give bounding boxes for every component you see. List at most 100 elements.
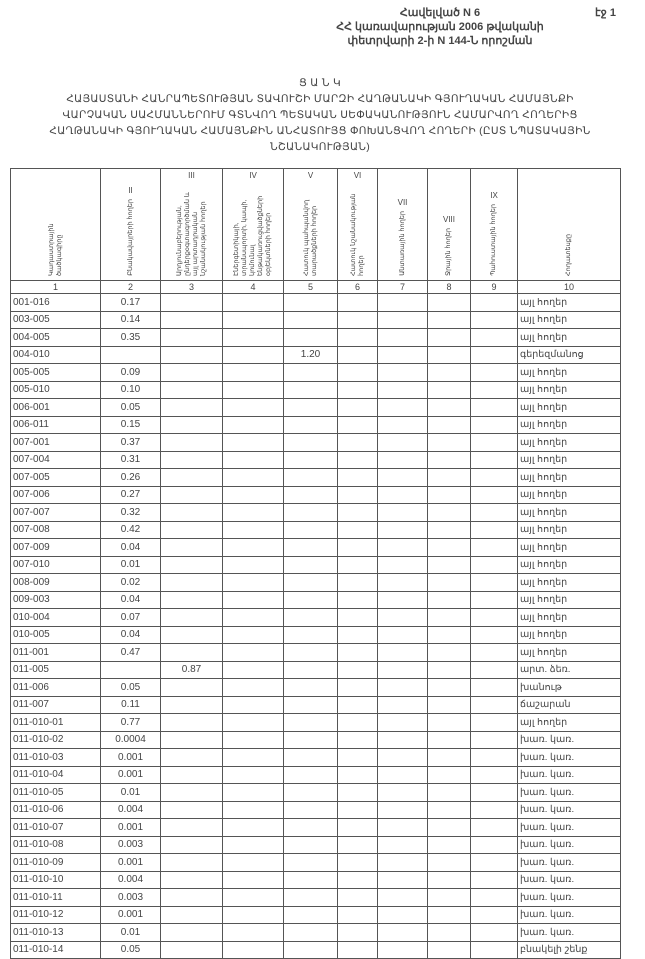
land-type: խառ. կառ. [517, 730, 621, 749]
empty-cell [337, 905, 378, 924]
cadastral-code: 007-001 [10, 433, 101, 452]
settlement-area: 0.35 [100, 328, 161, 347]
protected-area [283, 765, 338, 784]
industrial-area: 0.87 [160, 660, 223, 679]
industrial-area [160, 328, 223, 347]
empty-cell [222, 433, 284, 452]
empty-cell [427, 363, 471, 382]
empty-cell [427, 415, 471, 434]
empty-cell [377, 433, 428, 452]
empty-cell [337, 345, 378, 364]
industrial-area [160, 398, 223, 417]
land-type: այլ հողեր [517, 398, 621, 417]
empty-cell [337, 398, 378, 417]
empty-cell [470, 853, 518, 872]
empty-cell [377, 363, 428, 382]
column-label: Անտառային հողեր [398, 211, 406, 276]
table-row: 011-010-02 0.0004 խառ. կառ. [10, 730, 621, 749]
column-header: Հողատեսքը [517, 168, 621, 281]
column-roman: II [128, 186, 133, 196]
empty-cell [377, 608, 428, 627]
table-row: 004-010 1.20 գերեզմանոց [10, 345, 621, 364]
cadastral-code: 004-005 [10, 328, 101, 347]
empty-cell [377, 590, 428, 609]
table-row: 011-010-11 0.003 խառ. կառ. [10, 888, 621, 907]
empty-cell [222, 783, 284, 802]
empty-cell [222, 730, 284, 749]
settlement-area: 0.004 [100, 870, 161, 889]
cadastral-code: 010-005 [10, 625, 101, 644]
column-roman: IV [249, 171, 257, 180]
empty-cell [377, 573, 428, 592]
settlement-area: 0.05 [100, 678, 161, 697]
empty-cell [337, 450, 378, 469]
protected-area [283, 905, 338, 924]
cadastral-code: 007-007 [10, 503, 101, 522]
empty-cell [377, 398, 428, 417]
land-type: այլ հողեր [517, 293, 621, 312]
settlement-area: 0.05 [100, 940, 161, 959]
empty-cell [427, 888, 471, 907]
empty-cell [470, 608, 518, 627]
settlement-area: 0.001 [100, 748, 161, 767]
cadastral-code: 011-010-06 [10, 800, 101, 819]
table-row: 011-010-13 0.01 խառ. կառ. [10, 923, 621, 942]
cadastral-code: 010-004 [10, 608, 101, 627]
cadastral-code: 011-010-14 [10, 940, 101, 959]
empty-cell [470, 520, 518, 539]
industrial-area [160, 608, 223, 627]
empty-cell [337, 380, 378, 399]
empty-cell [222, 398, 284, 417]
empty-cell [470, 398, 518, 417]
protected-area [283, 835, 338, 854]
land-type: այլ հողեր [517, 415, 621, 434]
settlement-area: 0.17 [100, 293, 161, 312]
industrial-area [160, 555, 223, 574]
land-type: գերեզմանոց [517, 345, 621, 364]
settlement-area: 0.14 [100, 310, 161, 329]
column-number: 8 [427, 280, 471, 294]
empty-cell [222, 765, 284, 784]
column-label: Ջրային հողեր [445, 228, 452, 276]
empty-cell [470, 783, 518, 802]
empty-cell [337, 608, 378, 627]
protected-area [283, 748, 338, 767]
industrial-area [160, 905, 223, 924]
empty-cell [427, 485, 471, 504]
protected-area [283, 730, 338, 749]
empty-cell [470, 660, 518, 679]
empty-cell [222, 310, 284, 329]
column-header: V Հատուկ պահպանվող տարածքների հողեր [283, 168, 338, 281]
empty-cell [470, 450, 518, 469]
empty-cell [427, 713, 471, 732]
cadastral-code: 011-010-03 [10, 748, 101, 767]
empty-cell [337, 678, 378, 697]
empty-cell [427, 468, 471, 487]
empty-cell [427, 853, 471, 872]
title-text: ՀԱՅԱՍՏԱՆԻ ՀԱՆՐԱՊԵՏՈՒԹՅԱՆ ՏԱՎՈՒՇԻ ՄԱՐԶԻ Հ… [49, 93, 591, 153]
protected-area [283, 398, 338, 417]
settlement-area: 0.01 [100, 555, 161, 574]
column-label: Պահուստային հողեր [490, 204, 497, 276]
empty-cell [377, 783, 428, 802]
empty-cell [427, 433, 471, 452]
empty-cell [377, 328, 428, 347]
empty-cell [470, 503, 518, 522]
protected-area [283, 590, 338, 609]
table-row: 010-004 0.07 այլ հողեր [10, 608, 621, 627]
protected-area [283, 853, 338, 872]
empty-cell [222, 573, 284, 592]
column-roman: V [307, 171, 314, 180]
empty-cell [337, 870, 378, 889]
empty-cell [377, 678, 428, 697]
empty-cell [377, 468, 428, 487]
industrial-area [160, 818, 223, 837]
table-row: 011-010-14 0.05 բնակելի շենք [10, 940, 621, 959]
protected-area [283, 800, 338, 819]
settlement-area: 0.04 [100, 625, 161, 644]
table-row: 005-010 0.10 այլ հողեր [10, 380, 621, 399]
industrial-area [160, 835, 223, 854]
empty-cell [222, 660, 284, 679]
empty-cell [222, 503, 284, 522]
empty-cell [222, 415, 284, 434]
